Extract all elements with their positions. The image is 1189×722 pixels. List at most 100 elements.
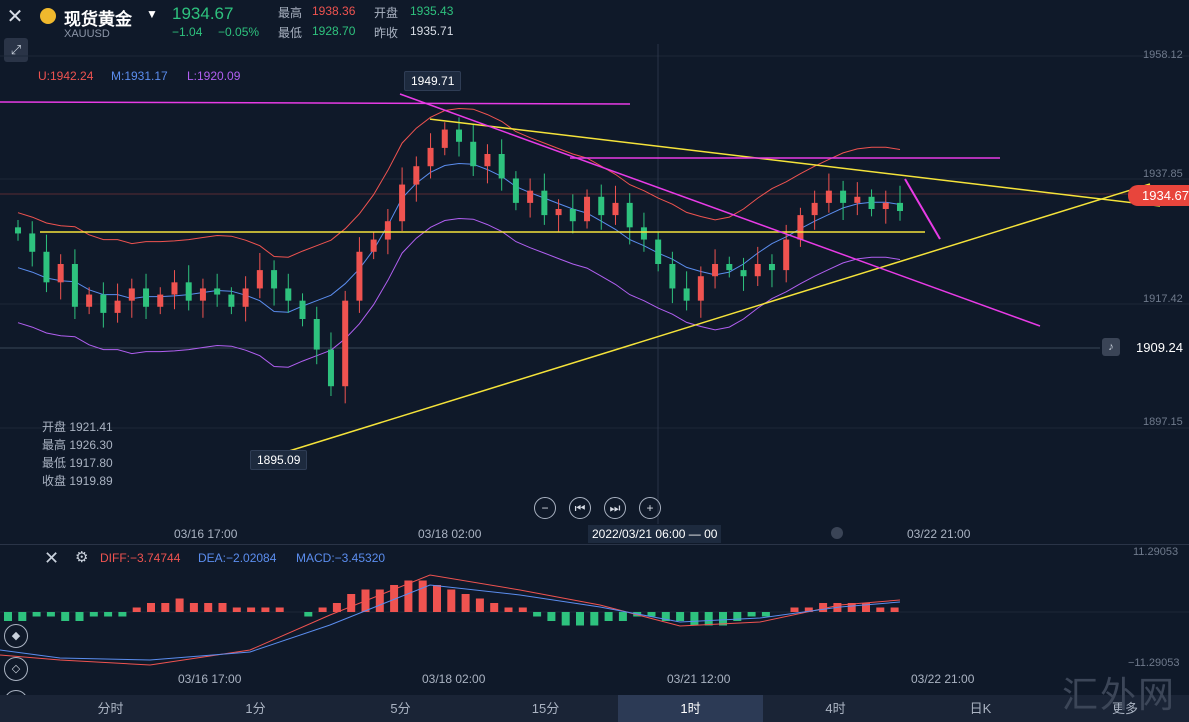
tab-15min[interactable]: 15分 — [531, 701, 560, 716]
price-change-pct: −0.05% — [218, 25, 260, 39]
candle-body — [569, 209, 576, 222]
macd-bar — [590, 612, 599, 626]
macd-diff-line — [0, 574, 901, 666]
tab-timeshare[interactable]: 分时 — [97, 701, 124, 716]
macd-bar — [747, 612, 756, 617]
macd-close-icon[interactable]: ✕ — [44, 548, 60, 568]
candle-body — [427, 147, 434, 167]
current-price-tag: 1934.67 — [1128, 185, 1189, 206]
candle-body — [271, 270, 278, 289]
macd-bar — [304, 612, 313, 617]
macd-bar — [204, 603, 213, 612]
macd-bar — [161, 603, 170, 612]
candle-body — [555, 209, 562, 216]
gear-icon[interactable]: ⚙ — [75, 549, 89, 566]
candle-body — [527, 190, 534, 203]
macd-bar — [275, 607, 284, 612]
high-callout: 1949.71 — [404, 71, 462, 91]
support-trendline — [282, 183, 1151, 454]
candle-body — [512, 178, 519, 203]
tab-4hour[interactable]: 4时 — [825, 701, 846, 716]
current-price-value: 1934.67 — [1142, 188, 1189, 203]
magenta-horizontal-top — [0, 101, 631, 105]
tab-5min[interactable]: 5分 — [390, 701, 411, 716]
close-icon[interactable]: ✕ — [6, 6, 24, 28]
macd-bar — [790, 607, 799, 612]
tab-more[interactable]: 更多 — [1111, 701, 1138, 716]
macd-bar — [189, 603, 198, 612]
tab-daily[interactable]: 日K — [969, 701, 992, 716]
macd-bar — [461, 594, 470, 612]
zoom-in-button[interactable]: + — [639, 497, 661, 519]
macd-diff: DIFF:−3.74744 — [100, 551, 181, 565]
instrument-name[interactable]: 现货黄金 — [64, 10, 132, 29]
macd-bar — [862, 603, 870, 612]
watermark: 汇外网 — [1062, 674, 1177, 715]
tab-1min[interactable]: 1分 — [245, 701, 266, 716]
macd-dea: DEA:−2.02084 — [198, 551, 277, 565]
draw-tool-icon[interactable]: ⤢ — [4, 38, 28, 62]
macd-bar — [447, 589, 456, 612]
macd-bar — [46, 612, 55, 617]
boll-middle-value: M:1931.17 — [111, 69, 168, 83]
macd-bar — [404, 580, 413, 612]
macd-bar — [533, 612, 542, 617]
last-price: 1934.67 — [172, 4, 234, 23]
candle-body — [697, 276, 704, 301]
macd-time-label: 03/16 17:00 — [178, 672, 242, 686]
candle-body — [413, 166, 420, 185]
bell-icon[interactable]: ♪ — [1102, 338, 1120, 356]
candle-body — [456, 129, 462, 142]
price-axis-label: 1958.12 — [1143, 49, 1183, 61]
macd-bar — [433, 585, 441, 612]
macd-bar — [647, 612, 656, 617]
candle-body — [484, 154, 491, 167]
candle-body — [868, 196, 875, 209]
candle-body — [384, 221, 391, 240]
high-label: 最高 — [278, 6, 303, 20]
price-axis-label: 1937.85 — [1143, 168, 1183, 180]
alert-price: 1909.24 — [1136, 340, 1183, 355]
candle-body — [669, 264, 676, 289]
macd-bar — [733, 612, 742, 621]
macd-bar — [561, 612, 570, 626]
macd-bar — [661, 612, 670, 621]
zoom-out-button[interactable]: − — [534, 497, 556, 519]
magenta-downtrend — [399, 93, 1041, 327]
boll-lower-line — [17, 217, 901, 368]
candlestick-chart[interactable] — [0, 44, 1189, 544]
macd-bar — [232, 607, 241, 612]
tab-1hour[interactable]: 1时 — [618, 695, 763, 722]
rewind-button[interactable]: ⏮ — [569, 497, 591, 519]
share-icon[interactable]: ◇ — [4, 657, 28, 681]
macd-value: MACD:−3.45320 — [296, 551, 386, 565]
candle-body — [356, 251, 363, 301]
time-axis-label: 03/22 21:00 — [907, 527, 971, 541]
panel-divider — [0, 544, 1189, 545]
candles — [15, 117, 903, 404]
candle-body — [71, 264, 78, 307]
chevron-down-icon[interactable]: ▼ — [146, 7, 158, 21]
price-axis-label: 1917.42 — [1143, 293, 1183, 305]
macd-bar — [332, 603, 341, 612]
scroll-handle[interactable] — [831, 527, 843, 539]
macd-bar — [390, 585, 399, 612]
candle-body — [840, 190, 847, 203]
macd-bar — [89, 612, 98, 617]
candle-body — [797, 215, 804, 240]
price-axis-label: 1897.15 — [1143, 416, 1183, 428]
candle-body — [199, 288, 206, 301]
ohlc-high: 最高 1926.30 — [42, 438, 113, 452]
candle-body — [214, 288, 221, 295]
candle-body — [882, 202, 889, 209]
macd-bar — [318, 607, 327, 612]
bullhorn-icon[interactable]: ◆ — [4, 624, 28, 648]
forward-button[interactable]: ⏭ — [604, 497, 626, 519]
candle-body — [342, 300, 349, 387]
macd-bar — [704, 612, 713, 626]
macd-bar — [18, 612, 27, 621]
ohlc-open: 开盘 1921.41 — [42, 420, 113, 434]
candle-body — [86, 294, 93, 307]
candle-body — [541, 190, 548, 216]
candle-body — [712, 264, 719, 277]
